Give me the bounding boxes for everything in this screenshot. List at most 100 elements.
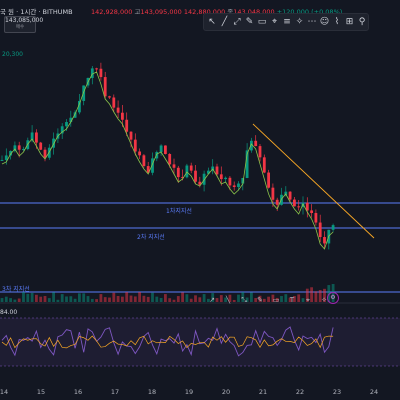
toolbar-tool-0-icon[interactable]: ↖: [208, 17, 216, 27]
volume-bar: [121, 296, 124, 302]
candle-body: [237, 183, 240, 188]
candle-body: [241, 178, 245, 184]
candle-body: [297, 206, 301, 208]
candle-body: [142, 155, 146, 167]
volume-bar: [159, 297, 163, 302]
volume-bar: [0, 298, 4, 302]
bottom-tool-2-icon[interactable]: ⤡: [241, 296, 247, 304]
candle-body: [78, 100, 81, 113]
support-label-1: 1차지지선: [166, 208, 192, 215]
volume-bar: [69, 296, 73, 302]
volume-bar: [26, 293, 30, 302]
time-axis: 14 15 16 17 18 19 20 21 22 23 24: [0, 386, 400, 400]
candle-body: [202, 173, 206, 185]
candle-body: [73, 112, 77, 118]
bottom-tool-3-icon[interactable]: ✎: [257, 296, 263, 304]
volume-bar: [47, 298, 51, 302]
close-value: 143,048,000: [233, 8, 275, 16]
candle-body: [194, 170, 197, 182]
candle-body: [288, 191, 292, 200]
moving-average-line: [1, 71, 334, 250]
candle-body: [56, 133, 60, 139]
volume-bar: [133, 296, 137, 302]
bottom-tool-0-icon[interactable]: ↗: [209, 296, 215, 304]
candle-body: [159, 145, 163, 152]
toolbar-tool-10-icon[interactable]: ⌇: [334, 17, 340, 27]
candle-body: [215, 166, 219, 175]
candle-body: [52, 138, 55, 148]
candle-body: [121, 112, 124, 120]
volume-bar: [176, 296, 180, 302]
volume-bar: [172, 299, 176, 302]
toolbar-tool-6-icon[interactable]: ≡: [283, 17, 291, 27]
candle-body: [271, 187, 275, 200]
candle-body: [181, 177, 184, 179]
toolbar-tool-3-icon[interactable]: ✎: [245, 17, 254, 27]
candle-body: [284, 191, 288, 195]
chart-settings-button[interactable]: ⚙: [327, 292, 339, 304]
candle-body: [9, 150, 12, 156]
candle-body: [133, 139, 137, 152]
volume-bar: [13, 299, 17, 302]
change-value: +120,000 (+0.08%): [276, 8, 343, 16]
volume-bar: [99, 294, 103, 302]
time-tick: 15: [36, 388, 46, 396]
candle-body: [129, 131, 133, 140]
open-value: 142,928,000: [91, 8, 133, 16]
high-value: 143,095,000: [140, 8, 182, 16]
rsi-value-label: 84.00: [0, 309, 18, 316]
candles: [0, 62, 335, 250]
volume-bar: [9, 298, 12, 302]
toolbar-tool-11-icon[interactable]: ⊞: [345, 17, 354, 27]
toolbar-tool-8-icon[interactable]: ⋯: [307, 17, 317, 27]
candle-body: [82, 85, 86, 101]
candle-body: [267, 172, 270, 188]
candle-body: [22, 149, 25, 151]
time-tick: 19: [184, 388, 194, 396]
volume-bar: [129, 295, 133, 302]
candle-body: [262, 157, 266, 173]
time-tick: 14: [0, 388, 9, 396]
candle-body: [310, 210, 313, 214]
volume-bar: [52, 292, 55, 302]
bottom-tool-7-icon[interactable]: ✧: [321, 296, 327, 304]
volume-bar: [95, 299, 98, 302]
volume-bar: [198, 297, 202, 302]
volume-bar: [30, 292, 34, 302]
symbol-title[interactable]: 국 원 · 1시간 · BITHUMB: [0, 8, 73, 16]
bottom-tool-1-icon[interactable]: ╲: [225, 296, 231, 304]
support-label-2: 2차 지지선: [137, 234, 165, 241]
volume-bar: [112, 292, 116, 302]
bottom-tool-6-icon[interactable]: ⌖: [306, 296, 310, 304]
toolbar-tool-4-icon[interactable]: ▭: [257, 17, 267, 27]
candle-body: [39, 142, 43, 150]
volume-bar: [60, 294, 64, 302]
candle-body: [314, 213, 318, 223]
volume-bar: [151, 292, 154, 302]
bottom-tool-5-icon[interactable]: T: [289, 296, 295, 304]
volume-bar: [164, 294, 167, 302]
toolbar-tool-9-icon[interactable]: ☺: [319, 17, 330, 27]
volume-bar: [82, 293, 86, 302]
buy-price-box[interactable]: 143,085,000 매수: [4, 16, 43, 33]
time-tick: 16: [73, 388, 83, 396]
low-value: 142,880,000: [183, 8, 226, 16]
toolbar-tool-1-icon[interactable]: ╱: [221, 17, 228, 27]
volume-bar: [194, 295, 197, 302]
volume-bar: [35, 294, 38, 302]
volume-bar: [78, 293, 81, 302]
candle-body: [155, 151, 159, 159]
candle-body: [301, 202, 305, 208]
toolbar-tool-2-icon[interactable]: ⤢: [233, 17, 241, 27]
support-label-3: 3차 지지선: [2, 286, 30, 293]
toolbar-tool-5-icon[interactable]: ⌖: [271, 17, 278, 27]
toolbar-tool-7-icon[interactable]: ✧: [295, 17, 304, 27]
candle-body: [258, 146, 262, 158]
candle-body: [275, 199, 279, 205]
time-tick: 20: [221, 388, 231, 396]
toolbar-tool-12-icon[interactable]: ⚲: [358, 17, 366, 27]
bottom-tool-4-icon[interactable]: ▭: [272, 296, 280, 304]
candle-body: [305, 202, 309, 211]
volume-bar: [125, 292, 129, 302]
